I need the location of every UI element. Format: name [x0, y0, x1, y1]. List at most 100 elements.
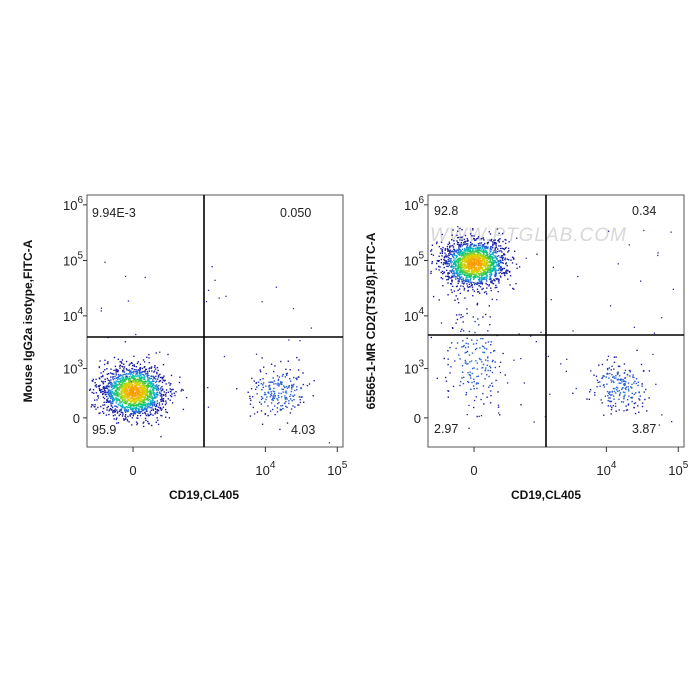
- event-dot: [490, 274, 492, 276]
- event-dot: [150, 395, 153, 397]
- event-dot: [458, 251, 460, 253]
- event-dot: [464, 264, 467, 266]
- event-dot: [104, 394, 106, 396]
- event-dot: [450, 266, 452, 268]
- event-dot: [144, 399, 146, 401]
- event-dot: [282, 388, 284, 391]
- event-dot: [128, 378, 130, 380]
- event-dot: [494, 261, 496, 264]
- event-dot: [498, 267, 500, 270]
- event-dot: [116, 409, 118, 411]
- event-dot: [139, 387, 142, 389]
- event-dot: [609, 400, 611, 402]
- event-dot: [497, 264, 499, 266]
- event-dot: [446, 245, 449, 248]
- event-dot: [266, 396, 268, 398]
- event-dot: [156, 386, 159, 388]
- event-dot: [494, 260, 497, 262]
- event-dot: [109, 385, 111, 388]
- event-dot: [436, 241, 438, 243]
- event-dot: [310, 327, 312, 329]
- x-tick-label: 105: [668, 460, 688, 478]
- event-dot: [262, 386, 264, 389]
- event-dot: [601, 376, 604, 379]
- event-dot: [468, 427, 470, 430]
- event-dot: [494, 275, 496, 277]
- event-dot: [615, 377, 617, 379]
- event-dot: [447, 350, 449, 352]
- event-dot: [486, 280, 488, 282]
- event-dot: [453, 266, 455, 268]
- event-dot: [450, 270, 453, 273]
- event-dot: [143, 407, 145, 410]
- event-dot: [479, 270, 482, 272]
- event-dot: [463, 265, 466, 267]
- event-dot: [466, 279, 468, 281]
- event-dot: [285, 368, 287, 370]
- event-dot: [484, 245, 487, 248]
- event-dot: [507, 247, 510, 250]
- event-dot: [135, 333, 137, 336]
- event-dot: [485, 257, 488, 259]
- event-dot: [485, 291, 487, 293]
- event-dot: [218, 297, 220, 299]
- event-dot: [467, 257, 469, 259]
- event-dot: [140, 401, 143, 403]
- event-dot: [275, 383, 277, 385]
- event-dot: [552, 266, 554, 268]
- event-dot: [298, 376, 300, 378]
- event-dot: [504, 274, 506, 277]
- event-dot: [151, 398, 154, 401]
- event-dot: [478, 258, 481, 260]
- quadrant-ll-value: 95.9: [92, 423, 116, 437]
- event-dot: [495, 265, 498, 267]
- event-dot: [636, 349, 638, 352]
- event-dot: [277, 378, 280, 380]
- event-dot: [469, 233, 472, 235]
- event-dot: [104, 369, 106, 371]
- event-dot: [302, 383, 304, 386]
- event-dot: [284, 391, 287, 393]
- event-dot: [300, 396, 302, 398]
- event-dot: [623, 372, 625, 374]
- event-dot: [619, 379, 621, 381]
- event-dot: [123, 408, 125, 410]
- event-dot: [103, 412, 105, 414]
- event-dot: [465, 351, 468, 353]
- event-dot: [138, 390, 140, 392]
- event-dot: [156, 385, 159, 388]
- event-dot: [632, 374, 634, 376]
- event-dot: [575, 387, 577, 390]
- event-dot: [132, 375, 134, 377]
- event-dot: [455, 322, 457, 324]
- event-dot: [645, 388, 647, 391]
- event-dot: [131, 368, 134, 370]
- event-dot: [488, 269, 490, 271]
- event-dot: [516, 237, 518, 239]
- event-dot: [119, 393, 121, 396]
- event-dot: [125, 378, 128, 381]
- event-dot: [112, 376, 114, 378]
- event-dot: [450, 260, 452, 262]
- event-dot: [447, 282, 449, 284]
- event-dot: [490, 246, 492, 248]
- event-dot: [106, 391, 109, 394]
- event-dot: [457, 277, 459, 280]
- event-dot: [143, 421, 145, 423]
- event-dot: [461, 276, 463, 278]
- event-dot: [267, 405, 269, 407]
- event-dot: [260, 410, 263, 412]
- event-dot: [463, 251, 465, 253]
- event-dot: [126, 407, 129, 409]
- event-dot: [477, 290, 480, 293]
- event-dot: [436, 242, 438, 245]
- event-dot: [491, 270, 494, 272]
- event-dot: [131, 381, 134, 383]
- event-dot: [113, 392, 115, 394]
- event-dot: [117, 391, 119, 393]
- event-dot: [150, 387, 152, 389]
- event-dot: [458, 288, 461, 290]
- event-dot: [477, 260, 479, 263]
- event-dot: [610, 394, 612, 396]
- event-dot: [482, 265, 485, 267]
